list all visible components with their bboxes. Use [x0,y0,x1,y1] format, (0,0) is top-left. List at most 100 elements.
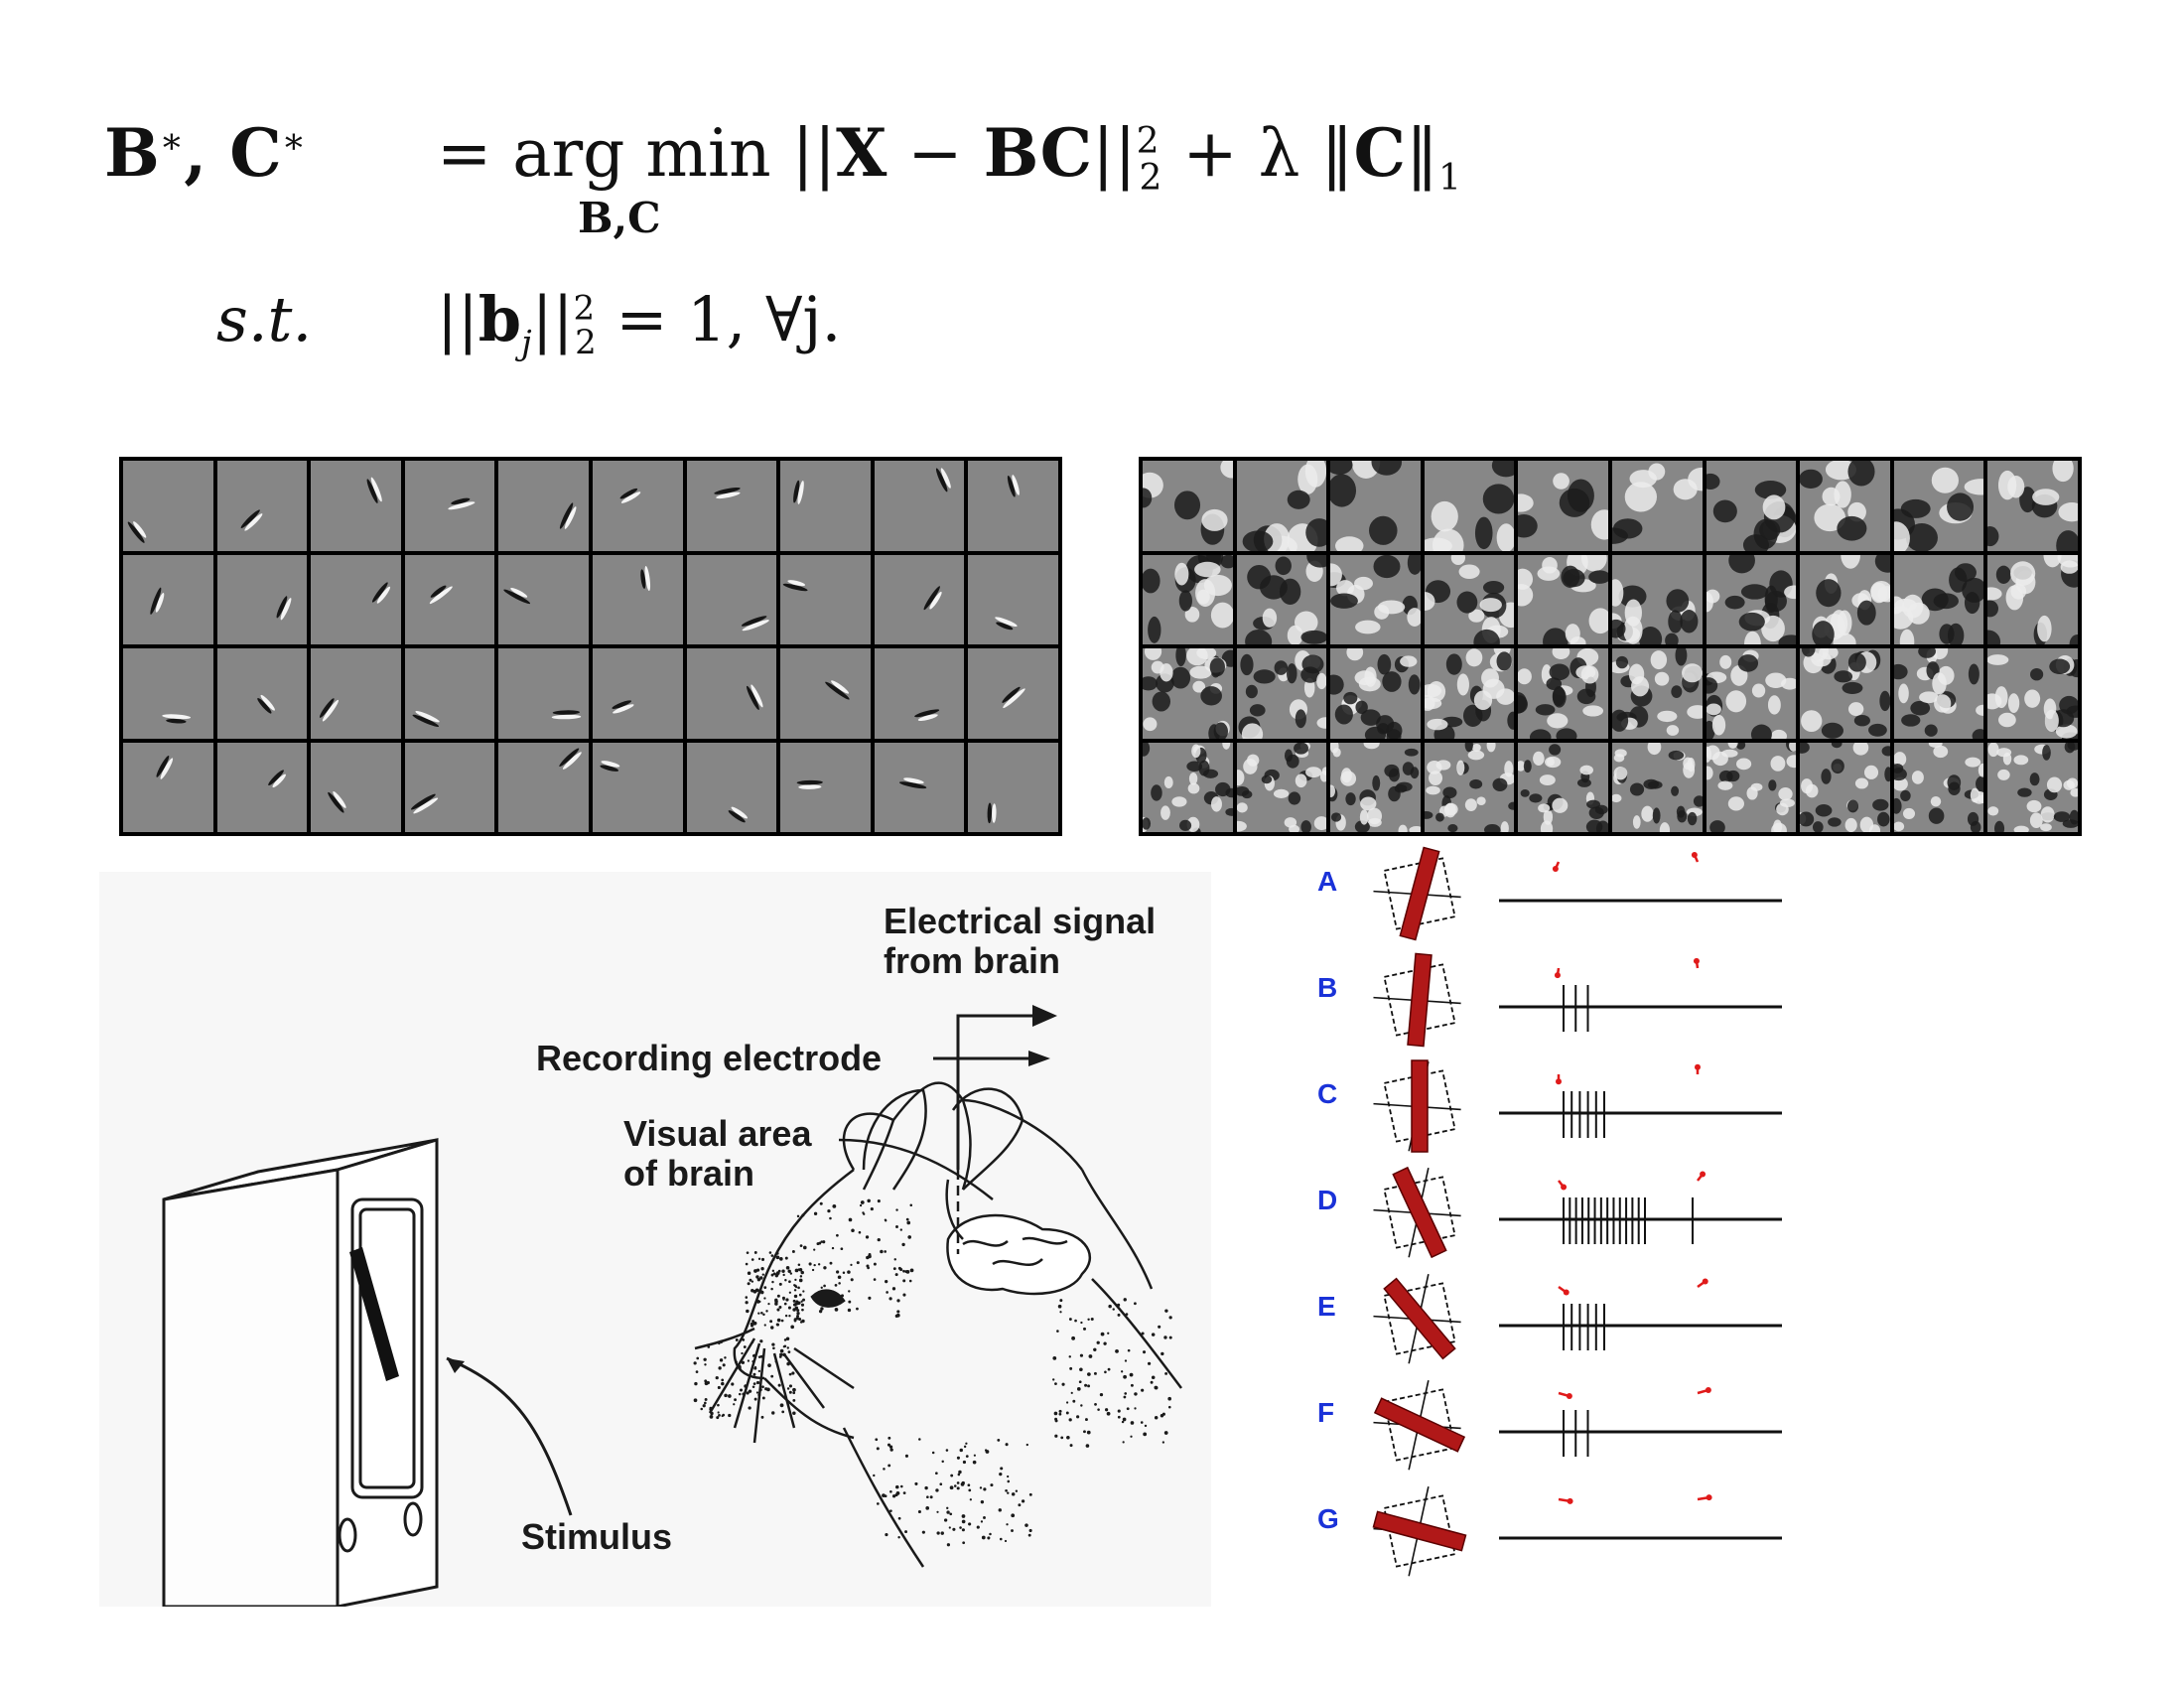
visual-area-line: of brain [623,1153,754,1194]
basis-tile [1987,742,2078,832]
basis-tile [1893,648,1984,739]
basis-tile [216,742,308,832]
cat-fur-stipple [693,1198,1172,1547]
stimulus-label: Stimulus [521,1516,673,1557]
stimulus-bar [1407,952,1433,1048]
basis-tile [216,461,308,551]
basis-tile [1424,554,1515,644]
basis-tile [123,742,213,832]
eq-l1-close: ‖ [1406,115,1439,192]
pca-basis-grid [1139,457,2082,836]
basis-tile [1893,742,1984,832]
basis-tile [404,554,495,644]
basis-tile [686,742,777,832]
basis-tile [1236,742,1327,832]
basis-tile [968,648,1058,739]
signal-arrow [956,1014,1037,1170]
equation-lhs: B∗, C∗ [104,114,306,192]
basis-tile [1987,461,2078,551]
basis-tile [1706,648,1797,739]
basis-tile [1143,461,1233,551]
stimulus-bar [1399,846,1440,941]
basis-tile [1424,742,1515,832]
eq-l1-open: ‖ [1320,115,1354,192]
signal-label-line: from brain [884,940,1061,981]
stimulus-arrow [446,1356,573,1516]
basis-tile [1800,742,1890,832]
eq-x-symbol: X [836,114,887,192]
motion-arrow [1558,1391,1572,1400]
eq-b-vector: b [478,283,522,355]
motion-arrow [1697,1386,1711,1395]
eq-norm-close: || [1092,115,1137,192]
electrode-label: Recording electrode [536,1038,883,1078]
basis-tile [311,461,401,551]
basis-tile [592,554,683,644]
motion-arrow [1558,1497,1573,1504]
motion-arrow [1697,1171,1706,1182]
eq-c-symbol: C [1353,114,1407,192]
basis-tile [686,648,777,739]
tuning-row: F [1291,1375,1807,1475]
eq-norm-open: || [437,283,478,355]
basis-tile [1330,742,1421,832]
subject-to-label: s.t. [216,283,313,355]
basis-tile [686,554,777,644]
basis-tile [1611,554,1703,644]
motion-arrow [1693,957,1700,969]
motion-arrow [1558,1285,1570,1296]
stimulus-bar [1392,1166,1447,1259]
eq-minus: − [887,115,984,192]
eq-sub: 2 [1139,158,1162,200]
basis-tile [968,742,1058,832]
basis-tile [592,461,683,551]
basis-tile [1987,554,2078,644]
basis-tile [498,461,589,551]
basis-tile [1518,648,1608,739]
basis-tile [780,742,871,832]
basis-tile [1611,461,1703,551]
basis-tile [1330,461,1421,551]
basis-tile [404,742,495,832]
eq-norm-open: || [791,115,837,192]
eq-c-symbol: C [229,114,282,192]
row-letter: B [1317,972,1338,1003]
stimulus-bar [349,1247,399,1381]
basis-tile [311,554,401,644]
basis-tile [780,461,871,551]
stimulus-bar [1372,1510,1467,1552]
eq-sub: j [521,323,532,363]
basis-tile [311,648,401,739]
basis-tile [498,742,589,832]
tuning-row: C [1291,1056,1807,1156]
visual-area-line: Visual area [623,1113,812,1154]
eq-norm-close: || [531,283,574,355]
eq-lambda: + λ [1161,115,1321,192]
stimulus-bar [1383,1277,1456,1360]
basis-tile [1236,648,1327,739]
tuning-row: G [1291,1481,1807,1581]
basis-tile [1800,461,1890,551]
basis-tile [874,554,965,644]
signal-label: Electrical signal from brain [884,902,1156,981]
basis-tile [1143,554,1233,644]
eq-separator: , [184,114,230,192]
row-letter: C [1317,1078,1338,1109]
eq-sup: 2 [573,288,596,329]
basis-tile [404,648,495,739]
row-letter: A [1317,866,1338,897]
basis-tile [216,648,308,739]
basis-tile [1706,461,1797,551]
motion-arrow [1556,1074,1562,1085]
basis-tile [404,461,495,551]
basis-tile [874,461,965,551]
sparse-basis-grid [119,457,1062,836]
basis-tile [1893,461,1984,551]
basis-tile [1800,554,1890,644]
basis-tile [1611,742,1703,832]
basis-tile [1143,742,1233,832]
equation-rhs: = arg min ||X − BC||22 + λ ‖C‖1 [437,114,1461,199]
motion-arrow [1558,1180,1568,1191]
basis-tile [592,742,683,832]
basis-tile [874,648,965,739]
